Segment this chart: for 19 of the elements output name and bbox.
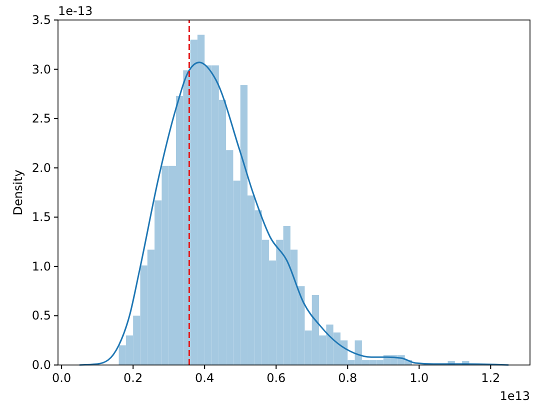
y-tick-label: 1.5 [32, 210, 51, 224]
x-tick-label: 0.6 [266, 371, 286, 385]
y-tick-label: 0.5 [32, 308, 51, 323]
line-series [78, 62, 510, 366]
y-tick-label: 3.0 [32, 62, 51, 76]
x-tick-label: 1.0 [410, 371, 429, 385]
y-tick-label: 1.0 [32, 259, 51, 274]
y-axis-title: Density [11, 170, 25, 216]
x-tick-label: 0.8 [338, 371, 358, 385]
x-tick-label: 0.0 [52, 371, 72, 385]
text: 1e-13 [58, 4, 93, 18]
y-tick-label: 3.5 [32, 13, 51, 27]
y-tick-label: 2.0 [32, 160, 51, 175]
x-tick-label: 1.2 [481, 371, 500, 385]
x-tick-label: 0.4 [195, 371, 214, 385]
x-tick-label: 0.2 [124, 371, 143, 385]
y-tick-label: 2.5 [32, 112, 51, 126]
text: 1e13 [500, 389, 530, 403]
y-tick-label: 0.0 [32, 358, 51, 372]
